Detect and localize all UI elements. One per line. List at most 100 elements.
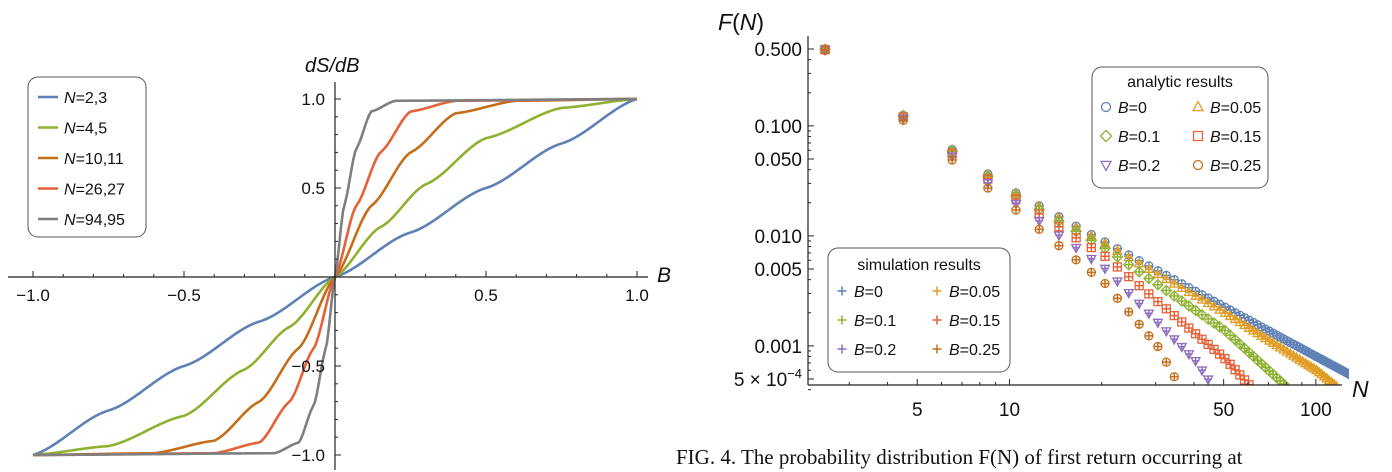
simulation-point-b-0-2	[1035, 216, 1043, 225]
simulation-point-b-0-05	[1145, 265, 1153, 273]
simulation-legend-box	[827, 247, 1011, 373]
simulation-point-b-0-2	[1204, 375, 1212, 384]
simulation-point-b-0-15	[1124, 272, 1133, 281]
x-tick-label: 1.0	[625, 286, 649, 305]
simulation-point-b-0-1	[1185, 302, 1193, 310]
simulation-point-b-0-1	[1124, 260, 1133, 269]
analytic-point-b-0-25	[1134, 319, 1144, 329]
simulation-point-b-0-2	[1135, 299, 1143, 308]
simulation-point-b-0-15	[1210, 345, 1218, 354]
analytic-legend-marker-b-0-25	[1192, 159, 1204, 171]
simulation-point-b-0-1	[1177, 297, 1186, 305]
simulation-point-b-0-1	[1101, 244, 1109, 253]
simulation-point-b-0-25	[1170, 372, 1179, 381]
y-tick-label: −0.5	[291, 357, 325, 376]
analytic-legend-marker-b-0-2	[1099, 160, 1113, 172]
analytic-legend-entry-b-0-05: B=0.05	[1210, 100, 1261, 117]
simulation-point-b-0-1	[1113, 253, 1122, 261]
analytic-point-b-0-15	[1225, 359, 1235, 369]
analytic-point-b-0-1	[1111, 250, 1124, 263]
simulation-point-b-0-05	[1185, 288, 1193, 297]
x-axis-label: B	[657, 264, 671, 287]
analytic-point-b-0-25	[1169, 372, 1179, 382]
simulation-legend-entry-b-0-25: B=0.25	[949, 342, 1000, 359]
simulation-point-b-0-2	[1162, 327, 1171, 335]
simulation-point-b-0-25	[1145, 332, 1153, 340]
simulation-point-b-0-1	[1191, 306, 1200, 315]
analytic-point-b-0-1	[1213, 320, 1226, 333]
simulation-point-b-0-2	[1072, 243, 1080, 252]
simulation-legend-entry-b-0-15: B=0.15	[949, 313, 1000, 330]
simulation-point-b-0-1	[1236, 340, 1244, 348]
simulation-point-b-0-25	[1012, 206, 1020, 214]
analytic-point-b-0-15	[1177, 317, 1187, 327]
simulation-point-b-0-05	[1236, 318, 1244, 327]
analytic-point-b-0-25	[1054, 241, 1064, 251]
simulation-point-b-0-15	[1221, 354, 1229, 363]
simulation-point-b-0-15	[1177, 318, 1186, 326]
simulation-point-b-0-1	[1087, 236, 1096, 245]
analytic-point-b-0-25	[947, 155, 957, 165]
legend-entry-n-2-3: N=2,3	[64, 90, 107, 107]
analytic-legend-entry-b-0-2: B=0.2	[1118, 158, 1160, 175]
y-tick-label: 5 × 10−4	[734, 366, 802, 391]
analytic-point-b-0-15	[1112, 262, 1123, 272]
analytic-point-b-0-1	[1151, 278, 1164, 291]
series-b-0-15	[820, 44, 1254, 385]
simulation-point-b-0-25	[1072, 256, 1080, 264]
x-tick-label: 5	[912, 400, 923, 421]
simulation-point-b-0-05	[1204, 299, 1212, 308]
simulation-point-b-0	[1368, 383, 1376, 391]
simulation-point-b-0-2	[1185, 350, 1193, 358]
simulation-point-b-0-05	[1162, 275, 1171, 284]
simulation-point-b-0-1	[1170, 292, 1179, 300]
simulation-point-b-0-15	[1231, 365, 1239, 374]
analytic-point-b-0-15	[1153, 296, 1163, 307]
legend-entry-n-4-5: N=4,5	[64, 121, 107, 138]
analytic-point-b-0-1	[1160, 284, 1173, 297]
analytic-point-b-0-25	[820, 45, 830, 56]
simulation-point-b-0-25	[1101, 279, 1109, 288]
analytic-point-b-0-25	[1086, 267, 1096, 277]
simulation-point-b-0-2	[1154, 318, 1162, 327]
analytic-point-b-0-25	[1011, 205, 1021, 215]
y-tick-label: 0.010	[754, 227, 802, 248]
analytic-point-b-0-25	[1071, 255, 1081, 265]
analytic-point-b-0-15	[1161, 304, 1171, 314]
simulation-legend-marker-b-0-05	[932, 286, 942, 296]
analytic-point-b-0-15	[1144, 289, 1154, 299]
legend-entry-n-10-11: N=10,11	[64, 151, 124, 168]
simulation-legend-entry-b-0-05: B=0.05	[949, 284, 1000, 301]
simulation-point-b-0-25	[1154, 342, 1162, 351]
simulation-point-b-0-1	[1215, 323, 1224, 331]
x-tick-label: −0.5	[167, 286, 201, 305]
simulation-point-b-0-25	[1162, 358, 1171, 366]
x-tick-label: 50	[1213, 400, 1234, 421]
simulation-point-b-0-25	[1087, 268, 1096, 277]
simulation-legend-entry-b-0-2: B=0.2	[854, 342, 896, 359]
simulation-point-b-0-05	[1215, 306, 1224, 314]
simulation-point-b-0-05	[1231, 315, 1239, 324]
legend-entry-n-94-95: N=94,95	[64, 212, 125, 229]
y-tick-label: 0.5	[301, 179, 325, 198]
analytic-point-b-0-25	[898, 115, 908, 125]
analytic-point-b-0-15	[1100, 251, 1110, 261]
analytic-point-b-0-15	[1203, 339, 1213, 350]
simulation-point-b-0	[1347, 374, 1349, 377]
simulation-point-b-0-25	[1124, 308, 1133, 316]
simulation-point-b-0-25	[1055, 241, 1063, 250]
figure-caption: FIG. 4. The probability distribution F(N…	[676, 445, 1243, 469]
analytic-point-b-0-15	[1190, 329, 1201, 339]
simulation-point-b-0-25	[899, 116, 908, 125]
analytic-point-b-0-25	[1100, 278, 1110, 289]
analytic-legend-entry-b-0-15: B=0.15	[1210, 129, 1261, 146]
analytic-legend-marker-b-0-1	[1099, 129, 1113, 143]
series-b-0-25	[820, 45, 1179, 382]
simulation-point-b-0-05	[1226, 312, 1234, 321]
analytic-legend-entry-b-0-25: B=0.25	[1210, 158, 1261, 175]
simulation-point-b-0-25	[1113, 294, 1122, 303]
simulation-point-b-0-1	[1145, 274, 1153, 283]
simulation-point-b-0-1	[1226, 331, 1234, 340]
analytic-point-b-0-1	[1196, 308, 1208, 321]
analytic-point-b-0-25	[1112, 293, 1123, 303]
